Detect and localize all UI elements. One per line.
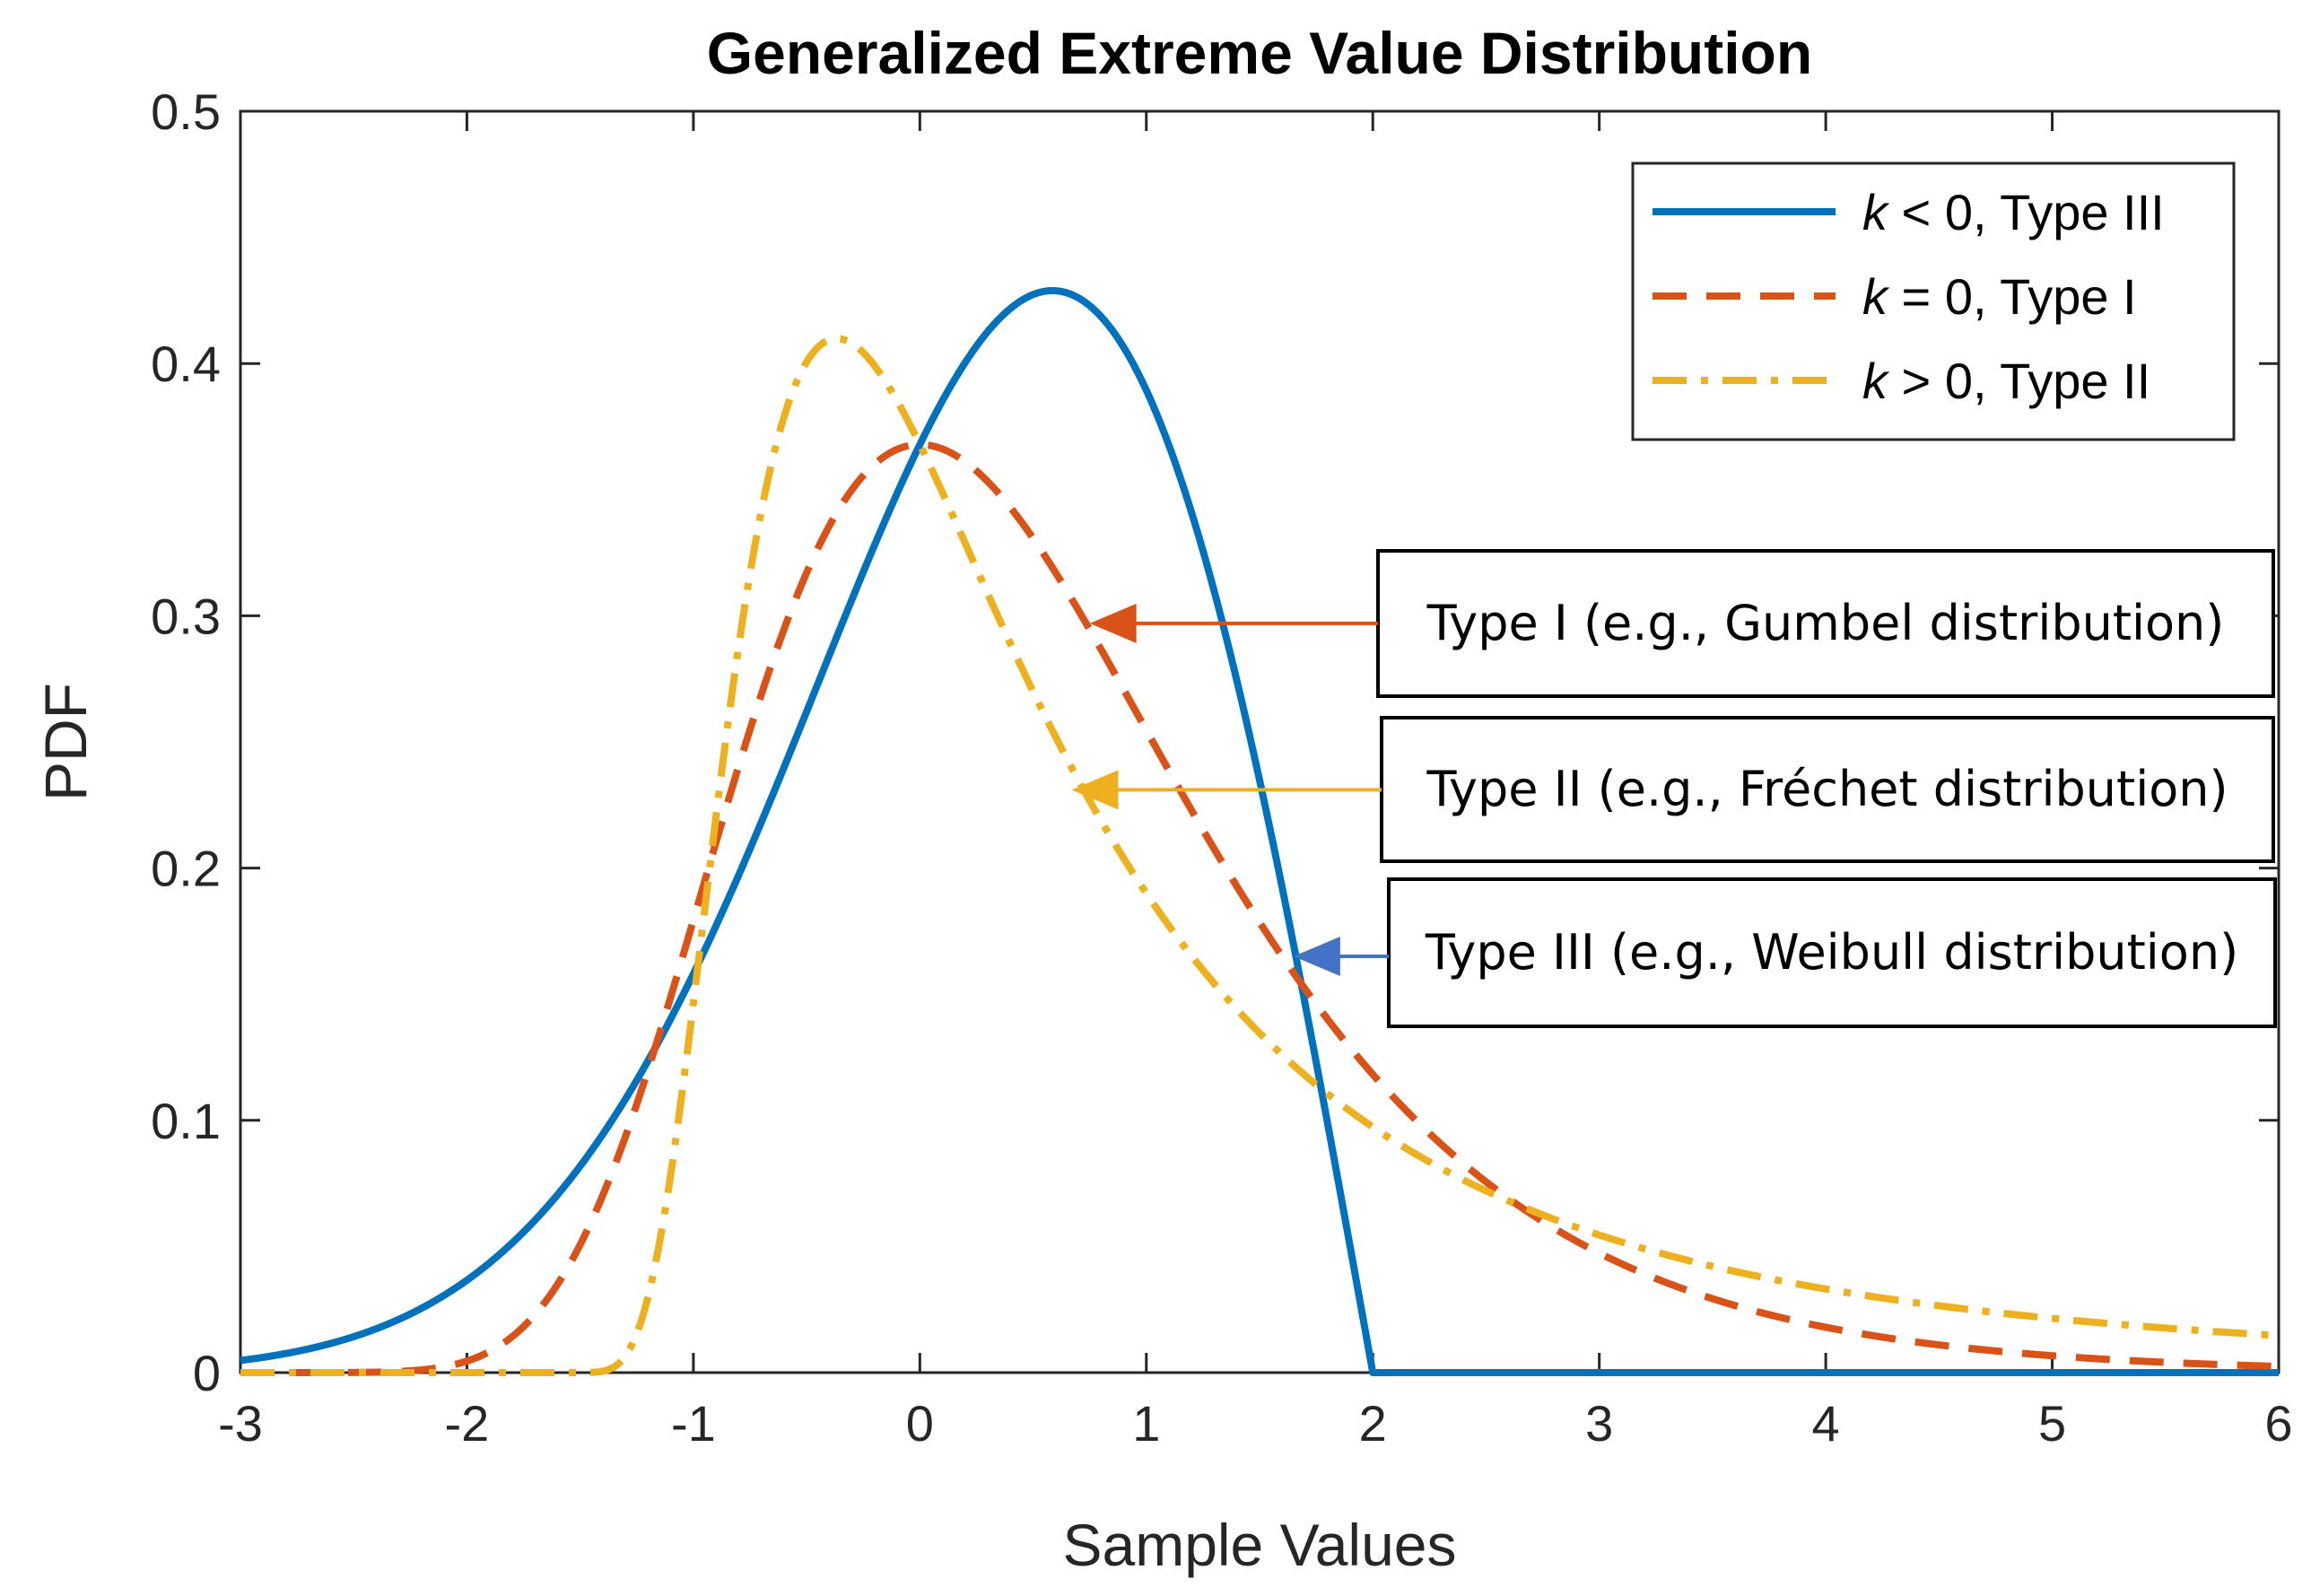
x-tick-label: -3 bbox=[218, 1395, 263, 1452]
legend-label-2: k = 0, Type I bbox=[1862, 268, 2137, 325]
annotation-text-2: Type II (e.g., Fréchet distribution) bbox=[1426, 761, 2228, 817]
annotation-box-3 bbox=[1387, 877, 2277, 1028]
x-tick-label: 2 bbox=[1359, 1395, 1387, 1452]
y-axis-label: PDF bbox=[32, 683, 99, 801]
axis-ticks: -3 -2 -1 0 1 2 3 4 5 6 0 0.1 0.2 0.3 0.4 0.5 bbox=[151, 83, 2292, 1452]
annotation-box-1 bbox=[1376, 549, 2275, 698]
series-line-2 bbox=[238, 440, 2281, 1376]
annotations: Type I (e.g., Gumbel distribution) Type I… bbox=[1071, 549, 2277, 1028]
series-layer bbox=[238, 286, 2281, 1376]
legend-label-text: > 0, Type II bbox=[1888, 353, 2150, 409]
legend-label-text: = 0, Type I bbox=[1888, 268, 2137, 325]
x-tick-label: 3 bbox=[1585, 1395, 1613, 1452]
x-tick-label: 0 bbox=[906, 1395, 934, 1452]
x-tick-label: -1 bbox=[671, 1395, 716, 1452]
y-tick-label: 0.5 bbox=[151, 83, 221, 140]
annotation-arrow-head-2 bbox=[1071, 770, 1119, 810]
legend-k-symbol: k bbox=[1862, 184, 1890, 240]
annotation-text-3: Type III (e.g., Weibull distribution) bbox=[1425, 924, 2238, 981]
y-tick-label: 0.2 bbox=[151, 841, 221, 897]
x-tick-label: 4 bbox=[1812, 1395, 1840, 1452]
annotation-arrow-head-3 bbox=[1293, 937, 1340, 977]
legend-label-3: k > 0, Type II bbox=[1862, 353, 2150, 409]
y-tick-label: 0.3 bbox=[151, 588, 221, 644]
x-tick-label: 6 bbox=[2264, 1395, 2292, 1452]
x-axis-label: Sample Values bbox=[1062, 1512, 1456, 1578]
series-line-1 bbox=[238, 286, 2281, 1376]
legend-k-symbol: k bbox=[1862, 268, 1890, 325]
y-tick-label: 0.4 bbox=[151, 336, 221, 392]
series-line-3 bbox=[238, 335, 2281, 1376]
y-tick-label: 0.1 bbox=[151, 1093, 221, 1149]
legend-label-text: < 0, Type III bbox=[1888, 184, 2165, 240]
legend-label-1: k < 0, Type III bbox=[1862, 184, 2165, 240]
y-tick-label: 0 bbox=[193, 1345, 221, 1401]
chart-title: Generalized Extreme Value Distribution bbox=[707, 20, 1812, 86]
annotation-text-1: Type I (e.g., Gumbel distribution) bbox=[1426, 595, 2225, 651]
x-tick-label: 5 bbox=[2038, 1395, 2066, 1452]
x-tick-label: -2 bbox=[445, 1395, 490, 1452]
annotation-arrow-head-1 bbox=[1089, 603, 1137, 643]
x-tick-label: 1 bbox=[1132, 1395, 1160, 1452]
annotation-box-2 bbox=[1380, 716, 2275, 863]
legend-k-symbol: k bbox=[1862, 353, 1890, 409]
